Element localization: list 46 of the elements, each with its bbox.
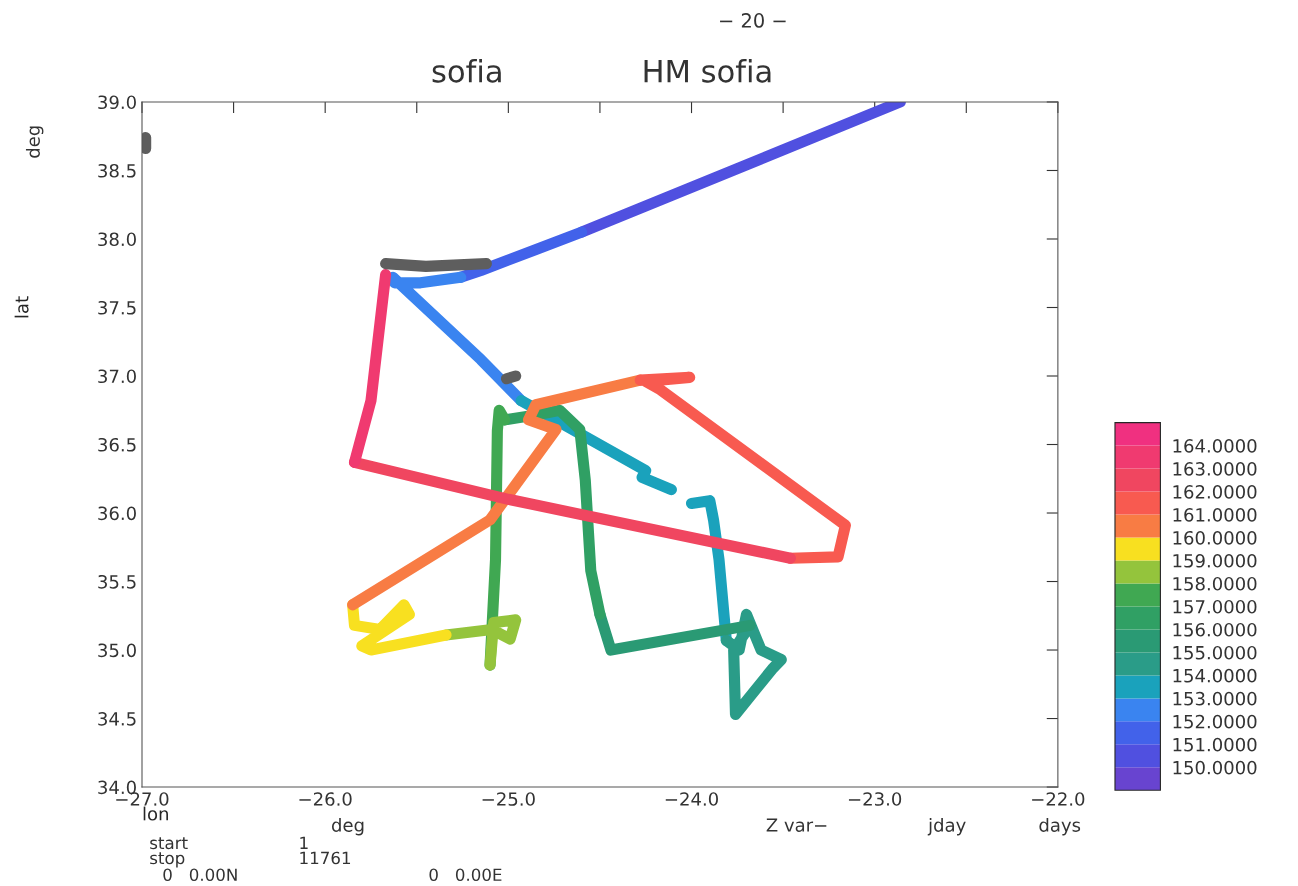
color-bar-label: 155.0000: [1173, 645, 1257, 660]
color-bar-label: 154.0000: [1173, 668, 1257, 683]
text: 0 0.00N: [163, 868, 237, 882]
y-tick-label: 39.0: [98, 95, 136, 110]
text: stop: [150, 852, 185, 868]
text: Z var−: [766, 818, 827, 832]
color-bar-label: 164.0000: [1173, 439, 1257, 453]
y-tick-label: 36.0: [98, 506, 136, 521]
color-bar-label: 157.0000: [1173, 599, 1257, 614]
text: deg: [331, 817, 364, 836]
text: 11761: [300, 851, 351, 865]
text: 1: [300, 836, 308, 849]
color-bar-label: 161.0000: [1173, 508, 1257, 522]
y-tick-label: 36.5: [98, 437, 136, 452]
x-axis-title: lon: [143, 806, 168, 821]
y-tick-label: 35.0: [98, 643, 136, 658]
color-bar-label: 156.0000: [1173, 622, 1257, 637]
y-tick-label: 38.0: [98, 232, 136, 247]
y-tick-label: 37.5: [98, 300, 136, 315]
color-bar-label: 150.0000: [1173, 760, 1257, 775]
x-tick-label: −25.0: [482, 792, 535, 806]
y-axis-title: lat: [14, 296, 29, 318]
y-tick-label: 34.5: [98, 711, 136, 726]
x-tick-label: −23.0: [848, 792, 902, 806]
x-tick-label: −22.0: [1032, 792, 1085, 806]
y-tick-label: 37.0: [98, 369, 136, 384]
x-tick-label: −24.0: [665, 792, 718, 806]
text: deg: [25, 126, 44, 158]
color-bar-label: 160.0000: [1173, 530, 1257, 545]
color-bar-label: 151.0000: [1173, 737, 1257, 752]
text: jday: [927, 817, 966, 836]
text: days: [1039, 817, 1081, 836]
color-bar-label: 162.0000: [1173, 485, 1257, 499]
y-tick-label: 35.5: [98, 574, 136, 589]
color-bar-label: 153.0000: [1173, 691, 1257, 706]
color-bar-label: 158.0000: [1173, 576, 1257, 591]
text: start: [150, 837, 188, 850]
text: 0 0.00E: [429, 868, 502, 882]
y-tick-label: 38.5: [98, 163, 136, 178]
chart-subtitle: HM sofia: [644, 59, 771, 83]
color-bar-label: 152.0000: [1173, 714, 1257, 729]
chart-title: sofia: [432, 59, 501, 83]
color-bar-label: 163.0000: [1173, 462, 1257, 476]
color-bar-label: 159.0000: [1173, 553, 1257, 568]
x-tick-label: −26.0: [299, 792, 352, 806]
text: − 20 −: [720, 13, 786, 28]
